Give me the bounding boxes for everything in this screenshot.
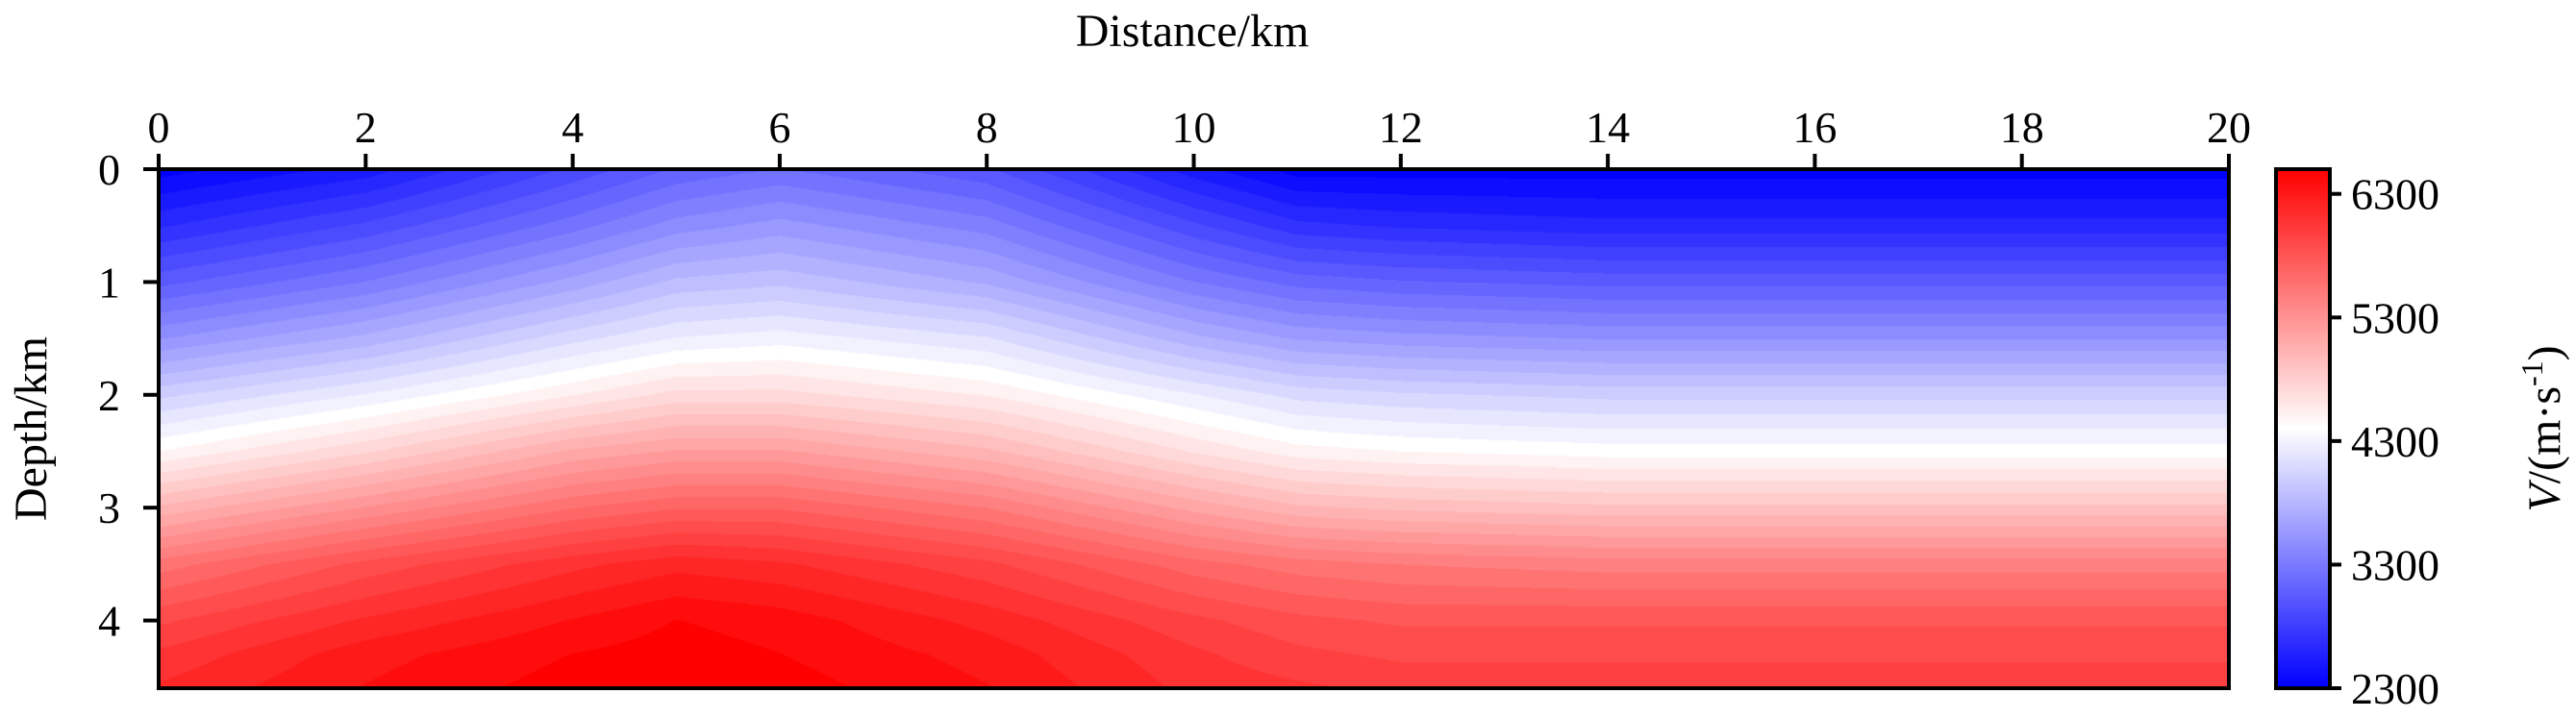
colorbar-tick-label: 6300: [2351, 170, 2439, 219]
colorbar-tick-label: 4300: [2351, 417, 2439, 466]
x-tick-label: 12: [1379, 103, 1423, 152]
colorbar-tick-label: 5300: [2351, 293, 2439, 342]
colorbar: 2300 3300 4300 5300 6300 V/(m·s-1): [2274, 167, 2570, 713]
colorbar-ticks: 2300 3300 4300 5300 6300: [2330, 170, 2439, 713]
colorbar-label-unit: /(m·s: [2519, 386, 2570, 483]
y-tick-label: 0: [98, 145, 120, 194]
colorbar-tick-label: 3300: [2351, 540, 2439, 589]
velocity-heatmap: [159, 169, 2229, 688]
y-axis-title: Depth/km: [6, 336, 57, 521]
y-tick-label: 2: [98, 371, 120, 420]
x-axis-ticks: 0 2 4 6 8 10 12 14 16 18 20: [148, 103, 2251, 169]
x-axis-title: Distance/km: [1076, 6, 1310, 57]
colorbar-gradient: [2274, 167, 2332, 690]
x-tick-label: 18: [2000, 103, 2044, 152]
y-axis-ticks: 0 1 2 3 4: [98, 145, 159, 646]
x-tick-label: 0: [148, 103, 170, 152]
x-tick-label: 20: [2207, 103, 2251, 152]
y-tick-label: 4: [98, 597, 120, 646]
heatmap-plot-area: [157, 167, 2231, 690]
x-tick-label: 10: [1172, 103, 1216, 152]
colorbar-label-close: ): [2519, 345, 2570, 360]
colorbar-tick-label: 2300: [2351, 664, 2439, 713]
x-tick-label: 8: [976, 103, 998, 152]
x-tick-label: 6: [768, 103, 790, 152]
colorbar-label-exponent: -1: [2514, 360, 2549, 386]
colorbar-label: V/(m·s-1): [2514, 345, 2570, 511]
y-tick-label: 1: [98, 258, 120, 307]
x-tick-label: 16: [1792, 103, 1837, 152]
colorbar-label-symbol: V: [2519, 480, 2570, 512]
x-tick-label: 4: [562, 103, 584, 152]
y-tick-label: 3: [98, 483, 120, 532]
x-tick-label: 14: [1586, 103, 1630, 152]
x-tick-label: 2: [355, 103, 377, 152]
